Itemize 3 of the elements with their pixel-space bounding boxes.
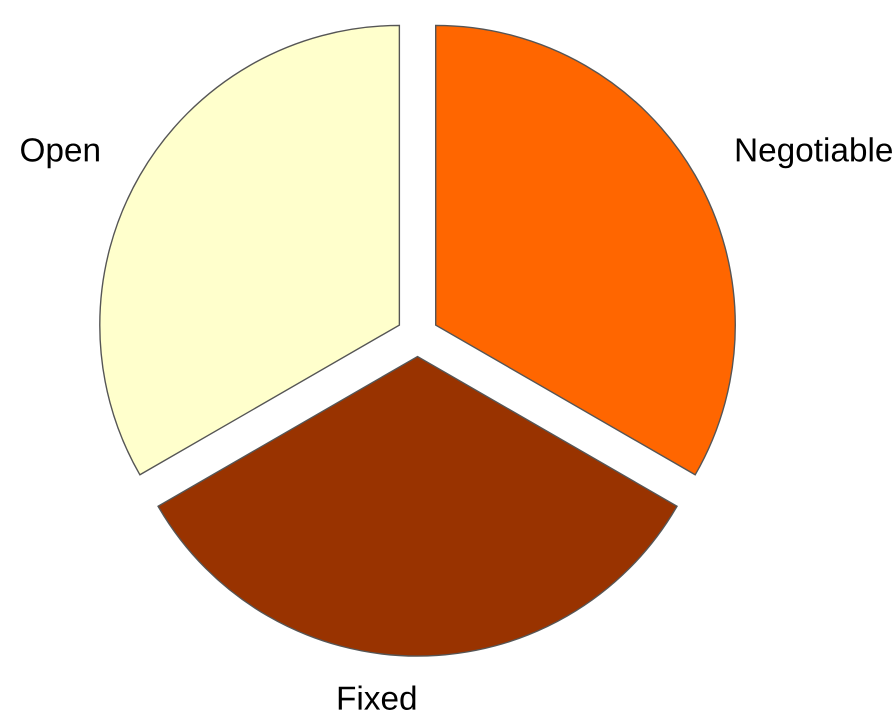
slice-label: Fixed [338,685,416,710]
slice-label: Negotiable [736,137,892,168]
slice-label: Open [21,138,99,168]
